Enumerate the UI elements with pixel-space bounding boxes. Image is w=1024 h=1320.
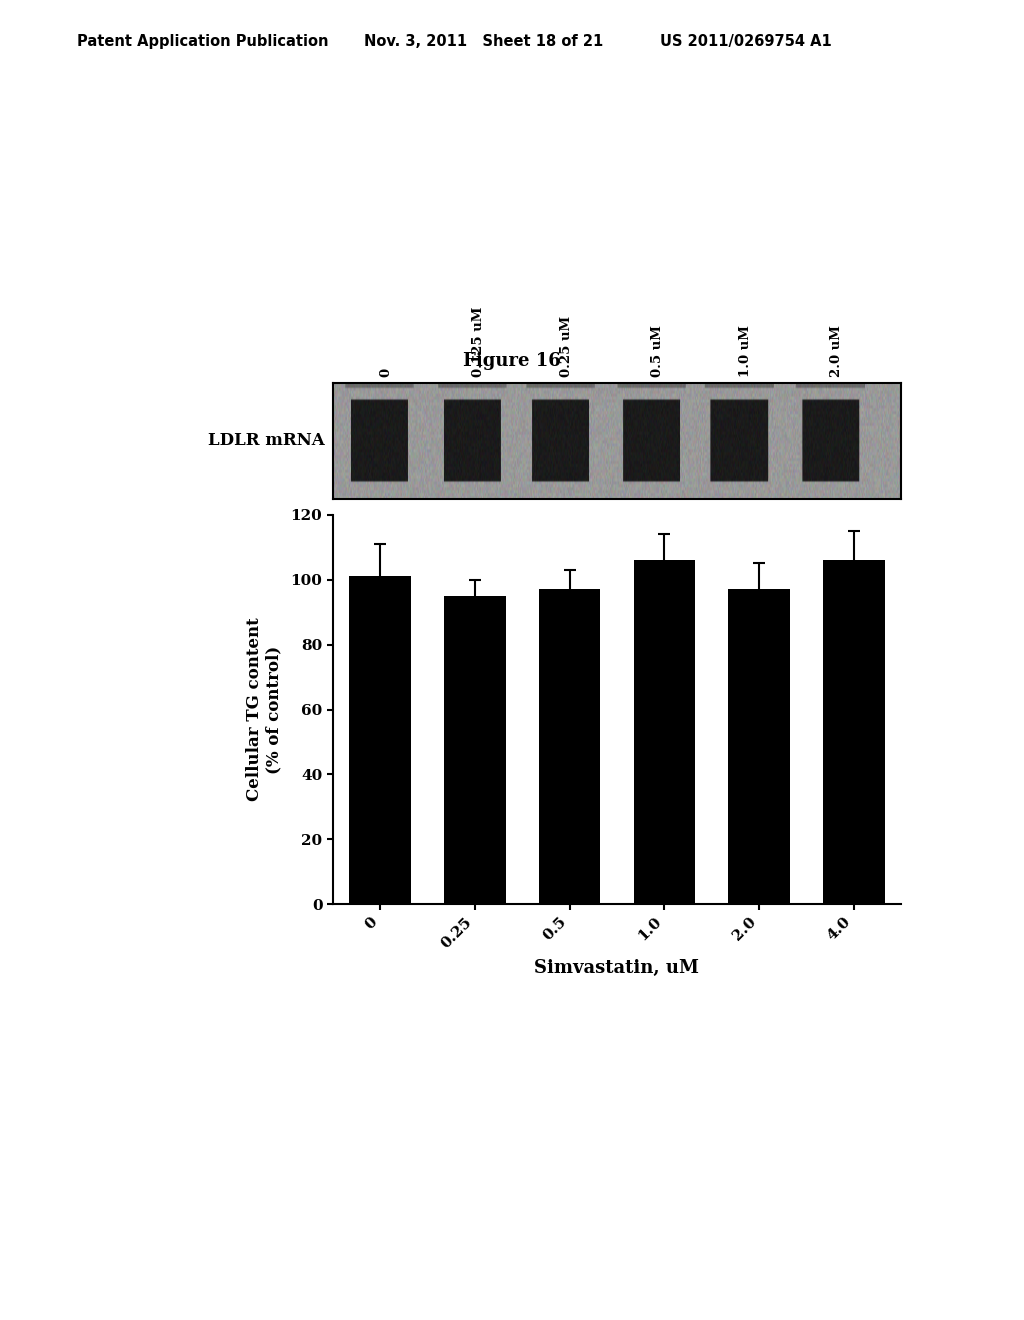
Text: 0.125 uM: 0.125 uM xyxy=(472,306,485,378)
Text: Nov. 3, 2011   Sheet 18 of 21: Nov. 3, 2011 Sheet 18 of 21 xyxy=(364,34,603,49)
Text: Figure 16: Figure 16 xyxy=(463,351,561,370)
Text: 2.0 uM: 2.0 uM xyxy=(830,325,843,378)
Bar xyxy=(728,590,790,904)
Text: US 2011/0269754 A1: US 2011/0269754 A1 xyxy=(660,34,833,49)
Text: 1.0 uM: 1.0 uM xyxy=(739,325,753,378)
Text: 0.5 uM: 0.5 uM xyxy=(651,325,664,378)
Bar xyxy=(444,595,506,904)
Bar xyxy=(823,560,885,904)
Text: LDLR mRNA: LDLR mRNA xyxy=(208,433,325,449)
Bar xyxy=(539,590,600,904)
Text: Patent Application Publication: Patent Application Publication xyxy=(77,34,329,49)
Text: 0: 0 xyxy=(380,368,392,378)
X-axis label: Simvastatin, uM: Simvastatin, uM xyxy=(535,960,699,977)
Bar xyxy=(634,560,695,904)
Bar xyxy=(349,577,411,904)
Y-axis label: Cellular TG content
(% of control): Cellular TG content (% of control) xyxy=(246,618,283,801)
Text: 0.25 uM: 0.25 uM xyxy=(560,315,573,378)
